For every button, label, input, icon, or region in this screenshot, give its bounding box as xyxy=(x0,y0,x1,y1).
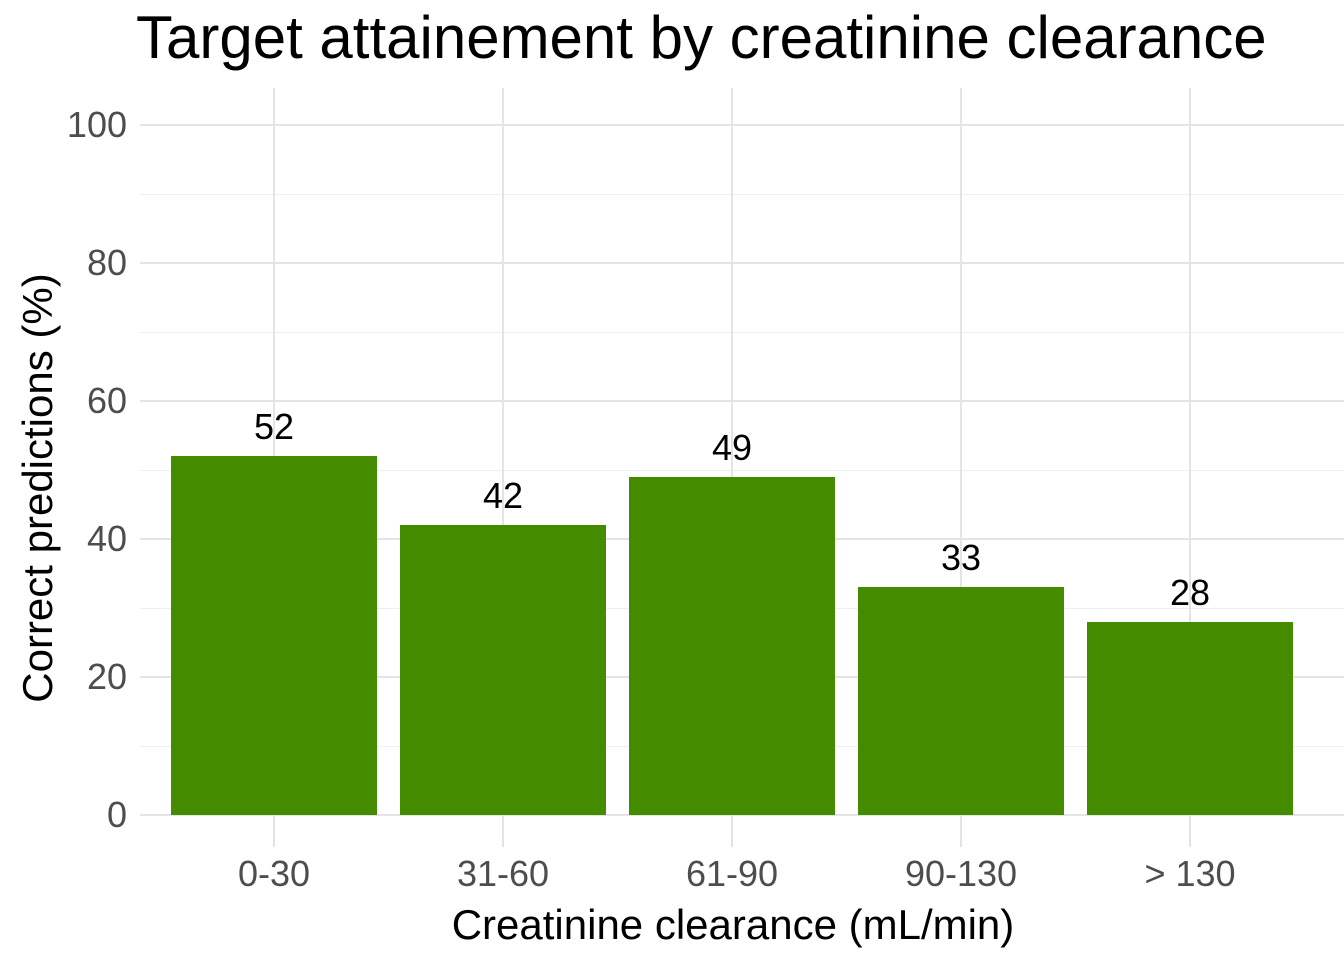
gridline-major-horizontal xyxy=(140,262,1344,264)
x-tick-label: 90-130 xyxy=(904,853,1018,894)
gridline-major-vertical xyxy=(731,88,733,847)
y-axis-title: Correct predictions (%) xyxy=(14,273,61,703)
bar-value-label: 52 xyxy=(253,406,295,448)
bar-value-label: 49 xyxy=(711,426,753,468)
gridline-major-horizontal xyxy=(140,400,1344,402)
x-tick-label: 61-90 xyxy=(685,853,779,894)
x-tick-label: 0-30 xyxy=(237,853,311,894)
chart-title: Target attainement by creatinine clearan… xyxy=(136,4,1267,71)
bar xyxy=(858,587,1064,815)
bar-value-label: 33 xyxy=(940,537,982,579)
y-tick-label: 40 xyxy=(86,518,127,559)
gridline-major-vertical xyxy=(960,88,962,847)
gridline-minor-horizontal xyxy=(140,193,1344,195)
y-tick-label: 100 xyxy=(66,104,127,145)
gridline-minor-horizontal xyxy=(140,331,1344,333)
bar-value-label: 28 xyxy=(1169,571,1211,613)
y-tick-label: 80 xyxy=(86,242,127,283)
x-tick-label: 31-60 xyxy=(456,853,550,894)
gridline-minor-horizontal xyxy=(140,469,1344,471)
x-axis-title: Creatinine clearance (mL/min) xyxy=(451,901,1015,948)
bar-value-label: 42 xyxy=(482,475,524,517)
y-tick-label: 60 xyxy=(86,380,127,421)
bar xyxy=(629,476,835,815)
gridline-major-horizontal xyxy=(140,814,1344,816)
y-tick-label: 0 xyxy=(106,794,127,835)
bar xyxy=(1087,621,1293,815)
y-tick-label: 20 xyxy=(86,656,127,697)
gridline-major-vertical xyxy=(1189,88,1191,847)
bar xyxy=(400,525,606,815)
x-tick-label: > 130 xyxy=(1144,853,1236,894)
gridline-major-vertical xyxy=(502,88,504,847)
gridline-major-horizontal xyxy=(140,124,1344,126)
bar xyxy=(171,456,377,815)
